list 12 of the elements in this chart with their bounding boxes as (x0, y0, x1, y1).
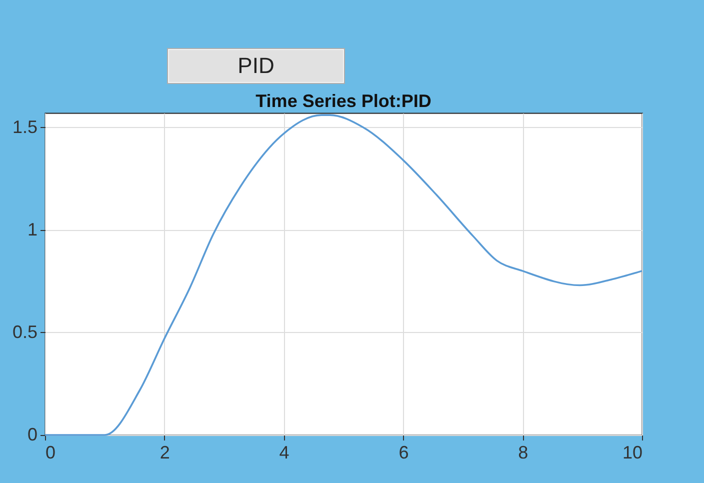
x-tick-label: 6 (398, 442, 409, 462)
button: PID (167, 48, 345, 84)
x-tick-label: 0 (46, 442, 56, 462)
x-tick-label: 4 (279, 442, 290, 462)
chart-title: Time Series Plot:PID (256, 91, 432, 111)
y-tick-label: 0 (27, 424, 38, 444)
y-tick-label: 1 (27, 219, 38, 240)
x-tick-label: 8 (518, 442, 528, 462)
y-tick-label: 1.5 (12, 116, 38, 137)
x-tick-label: 10 (622, 442, 642, 462)
y-tick-label: 0.5 (12, 322, 38, 342)
x-tick-label: 2 (160, 442, 170, 462)
